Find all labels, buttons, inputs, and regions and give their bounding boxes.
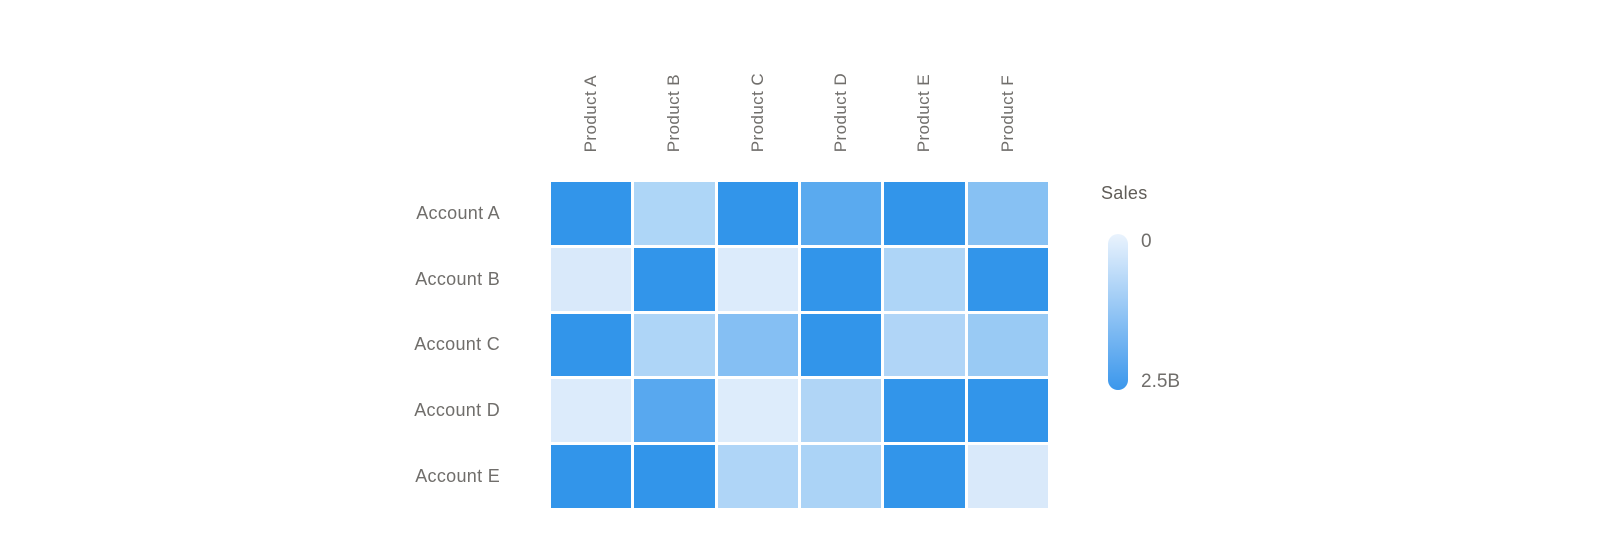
column-label: Product B xyxy=(664,73,684,152)
heatmap-cell[interactable] xyxy=(801,247,882,311)
heatmap-cell[interactable] xyxy=(884,247,965,311)
column-label: Product E xyxy=(914,73,934,152)
heatmap-cell[interactable] xyxy=(717,379,798,443)
legend-title: Sales xyxy=(1101,183,1148,203)
heatmap-cell[interactable] xyxy=(967,445,1048,508)
heatmap-cell[interactable] xyxy=(884,445,965,508)
heatmap-cell[interactable] xyxy=(884,379,965,443)
heatmap-cell[interactable] xyxy=(551,445,632,508)
column-label: Product D xyxy=(831,72,851,152)
heatmap-cell[interactable] xyxy=(801,379,882,443)
column-label: Product F xyxy=(997,74,1017,152)
heatmap-cell[interactable] xyxy=(967,313,1048,377)
heatmap-cell[interactable] xyxy=(967,182,1048,245)
heatmap-cell[interactable] xyxy=(634,182,715,245)
legend-max-label: 2.5B xyxy=(1141,371,1181,392)
heatmap-cell[interactable] xyxy=(551,247,632,311)
heatmap-cell[interactable] xyxy=(967,247,1048,311)
row-axis: Account A Account B Account C Account D Acco… xyxy=(0,182,526,508)
heatmap-cell[interactable] xyxy=(551,313,632,377)
row-label: Account D xyxy=(414,400,500,421)
heatmap-cell[interactable] xyxy=(551,182,632,245)
heatmap-cell[interactable] xyxy=(801,182,882,245)
heatmap-cell[interactable] xyxy=(634,247,715,311)
heatmap-cell[interactable] xyxy=(551,379,632,443)
column-label: Product A xyxy=(581,74,601,152)
legend: Sales 0 2.5B xyxy=(1097,183,1180,393)
row-label: Account A xyxy=(416,202,500,223)
heatmap-cell[interactable] xyxy=(717,182,798,245)
heatmap-cell[interactable] xyxy=(801,313,882,377)
heatmap-cell[interactable] xyxy=(634,379,715,443)
row-label: Account C xyxy=(414,334,500,355)
legend-gradient-bar xyxy=(1108,234,1128,390)
heatmap-cell[interactable] xyxy=(884,182,965,245)
row-label: Account E xyxy=(415,466,500,487)
heatmap-cell[interactable] xyxy=(717,445,798,508)
heatmap-cell[interactable] xyxy=(634,445,715,508)
heatmap-cell[interactable] xyxy=(634,313,715,377)
heatmap-grid xyxy=(551,182,1048,508)
heatmap-cell[interactable] xyxy=(717,247,798,311)
heatmap-cell[interactable] xyxy=(801,445,882,508)
heatmap-cell[interactable] xyxy=(967,379,1048,443)
heatmap-cell[interactable] xyxy=(717,313,798,377)
heatmap-cell[interactable] xyxy=(884,313,965,377)
row-label: Account B xyxy=(415,268,500,289)
column-label: Product C xyxy=(747,72,767,152)
legend-min-label: 0 xyxy=(1141,231,1152,252)
column-axis: Product A Product B Product C Product D Prod… xyxy=(551,0,1048,152)
